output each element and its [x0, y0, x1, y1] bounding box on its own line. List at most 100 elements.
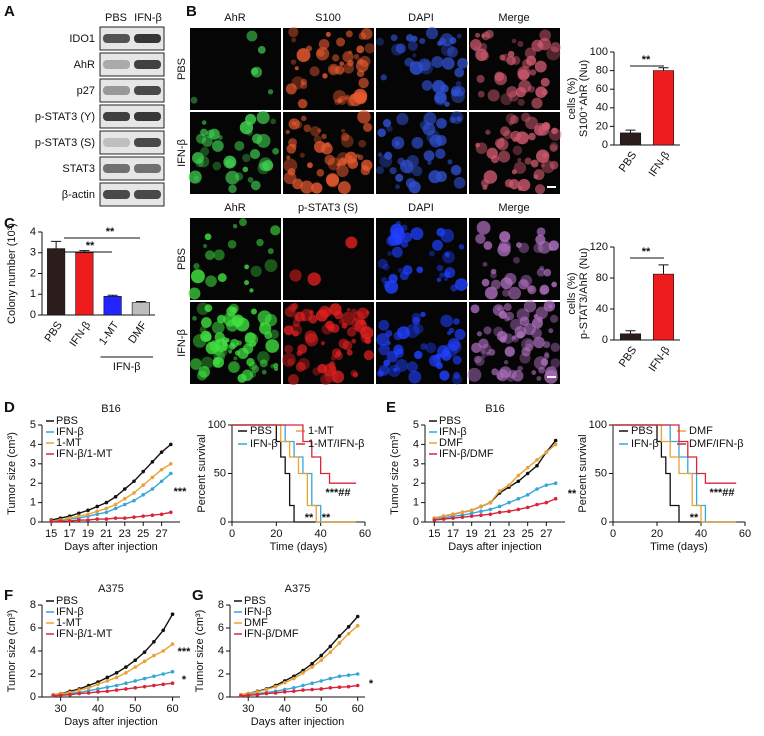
point — [516, 496, 521, 501]
cell — [235, 317, 250, 332]
point — [51, 694, 55, 698]
y-tick-label: 0 — [218, 691, 224, 703]
cell — [431, 56, 444, 69]
point — [355, 683, 360, 688]
cell — [360, 326, 374, 340]
cell — [211, 321, 225, 334]
cell — [225, 170, 240, 185]
y-tick-label: 60 — [596, 83, 608, 95]
y-tick-label: 8 — [218, 599, 224, 611]
point — [77, 511, 81, 516]
point — [170, 669, 175, 674]
cell — [291, 76, 305, 90]
point — [96, 690, 100, 694]
blot-band — [134, 190, 161, 199]
scale-bar — [547, 186, 556, 188]
cell — [528, 132, 536, 141]
cell — [541, 160, 555, 174]
cell — [413, 350, 423, 360]
cell — [499, 54, 506, 61]
cell — [232, 223, 238, 229]
cell — [482, 261, 488, 267]
cell — [432, 79, 446, 94]
cell — [450, 89, 459, 97]
point — [133, 665, 138, 669]
cell — [292, 330, 299, 337]
cell — [454, 328, 466, 340]
y-axis-label: S100⁺AhR (Nu) — [578, 60, 590, 137]
x-tick-label: IFN-β — [67, 320, 93, 350]
point — [488, 507, 493, 512]
cell — [499, 336, 507, 343]
y-tick-label: 0 — [30, 309, 36, 321]
cell — [412, 317, 421, 326]
x-axis-label: Days after injection — [448, 541, 542, 553]
x-tick-label: 15 — [45, 528, 57, 540]
cell — [484, 286, 498, 300]
chart-title: B16 — [485, 403, 505, 415]
cell — [223, 155, 237, 169]
y-tick-label: 2 — [413, 477, 419, 489]
cell — [190, 96, 198, 104]
annotation: * — [369, 678, 374, 690]
legend-label: IFN-β/1-MT — [56, 448, 113, 460]
cell — [285, 129, 290, 135]
cell — [476, 220, 491, 235]
cell — [551, 127, 558, 135]
series-line — [51, 463, 172, 522]
cell — [377, 370, 384, 377]
point — [152, 674, 156, 679]
cell — [508, 179, 520, 190]
cell — [360, 28, 373, 40]
blot-band — [134, 86, 161, 95]
cell — [445, 252, 450, 257]
point — [159, 467, 164, 472]
cell — [257, 46, 266, 54]
point — [124, 671, 128, 675]
point — [114, 671, 119, 675]
cell — [350, 369, 358, 377]
error-bar — [625, 129, 636, 133]
cell — [487, 89, 500, 102]
cell — [337, 95, 347, 105]
point — [161, 682, 166, 687]
point — [152, 653, 156, 658]
annotation: ** — [642, 54, 651, 66]
point — [77, 688, 82, 692]
cell — [360, 165, 371, 176]
cell — [281, 352, 296, 367]
cell — [316, 49, 325, 57]
y-tick-label: 120 — [590, 241, 608, 253]
cell — [193, 262, 200, 270]
point — [319, 687, 324, 691]
legend-label: IFN-β/DMF — [244, 628, 299, 640]
cell — [212, 161, 222, 171]
cell — [449, 116, 457, 124]
cell — [512, 335, 517, 340]
point — [95, 517, 99, 521]
y-tick-label: 20 — [596, 120, 608, 132]
point — [133, 679, 138, 683]
bar — [131, 302, 150, 316]
point — [114, 675, 119, 680]
cell — [500, 126, 510, 137]
point — [553, 438, 558, 443]
micrograph-column-label: S100 — [315, 12, 341, 24]
cell — [492, 304, 505, 316]
cell — [329, 360, 335, 366]
blot-band — [103, 60, 130, 69]
cell — [262, 160, 274, 171]
cell — [471, 342, 482, 354]
cell — [475, 48, 488, 62]
cell — [475, 142, 488, 155]
x-axis-label: Time (days) — [270, 541, 328, 553]
cell — [518, 80, 532, 93]
cell — [341, 311, 355, 326]
cell — [364, 43, 375, 54]
cell — [457, 57, 468, 69]
x-tick-label: PBS — [617, 150, 639, 175]
point — [497, 510, 502, 515]
cell — [224, 315, 237, 327]
micrograph — [283, 218, 374, 300]
error-bar — [51, 240, 62, 249]
